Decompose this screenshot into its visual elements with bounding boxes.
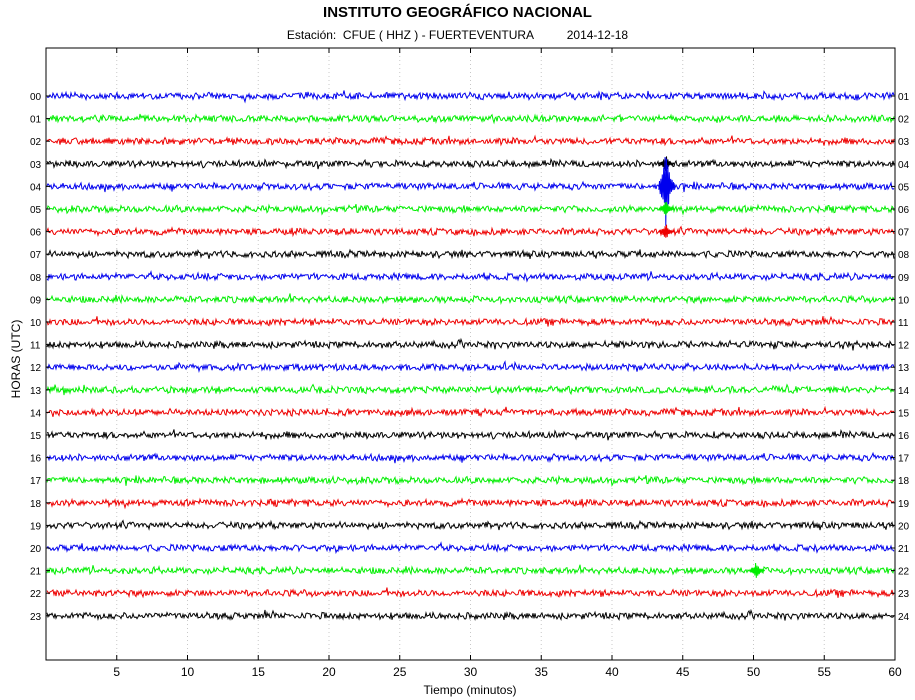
y-tick-label-right: 06 (898, 205, 910, 216)
trace-hour-07 (46, 248, 895, 260)
y-tick-label-left: 22 (30, 589, 42, 600)
y-tick-label-right: 19 (898, 499, 910, 510)
trace-hour-18 (46, 497, 895, 510)
x-tick-label: 20 (322, 665, 336, 679)
y-tick-label-right: 10 (898, 295, 910, 306)
trace-hour-19 (46, 519, 895, 531)
y-tick-label-left: 17 (30, 476, 42, 487)
axes: 5 10 15 20 25 30 35 40 45 50 55 60 00 01 01 02 02 03 03 04 0… (30, 48, 910, 679)
y-axis-label: HORAS (UTC) (9, 320, 23, 399)
y-tick-label-left: 08 (30, 273, 42, 284)
y-tick-label-left: 18 (30, 499, 42, 510)
y-tick-label-left: 01 (30, 115, 42, 126)
record-date: 2014-12-18 (566, 28, 629, 42)
trace-hour-20 (46, 541, 895, 555)
y-tick-label-right: 01 (898, 92, 910, 103)
trace-hour-00 (46, 90, 895, 104)
x-tick-label: 35 (535, 665, 549, 679)
y-tick-label-right: 15 (898, 408, 910, 419)
x-tick-label: 5 (113, 665, 120, 679)
y-tick-label-left: 07 (30, 250, 42, 261)
y-tick-label-right: 20 (898, 521, 910, 532)
station-name: CFUE ( HHZ ) - FUERTEVENTURA (342, 28, 534, 42)
y-tick-label-left: 23 (30, 612, 42, 623)
trace-hour-22 (46, 587, 895, 599)
chart-title: INSTITUTO GEOGRÁFICO NACIONAL (323, 4, 592, 21)
y-tick-label-right: 13 (898, 363, 910, 374)
trace-hour-03 (46, 157, 895, 170)
trace-hour-14 (46, 405, 895, 418)
x-tick-label: 45 (676, 665, 690, 679)
y-tick-label-right: 24 (898, 612, 910, 623)
x-tick-label: 30 (464, 665, 478, 679)
y-tick-label-right: 16 (898, 431, 910, 442)
y-tick-label-left: 11 (30, 341, 41, 352)
x-tick-label: 25 (393, 665, 407, 679)
y-tick-label-left: 15 (30, 431, 42, 442)
y-tick-label-right: 11 (898, 318, 909, 329)
y-tick-label-left: 13 (30, 386, 42, 397)
y-tick-label-right: 04 (898, 160, 910, 171)
event-waveform (658, 156, 675, 226)
y-tick-label-left: 12 (30, 363, 42, 374)
trace-hour-13 (46, 383, 895, 396)
trace-hour-01 (46, 113, 895, 125)
y-tick-label-right: 03 (898, 137, 910, 148)
y-tick-label-right: 05 (898, 182, 910, 193)
event-waveform (658, 202, 675, 216)
y-tick-label-left: 05 (30, 205, 42, 216)
x-tick-label: 15 (252, 665, 266, 679)
y-tick-label-right: 17 (898, 454, 910, 465)
y-tick-label-left: 10 (30, 318, 42, 329)
y-tick-label-left: 16 (30, 454, 42, 465)
x-tick-label: 50 (747, 665, 761, 679)
station-label: Estación: (286, 28, 337, 42)
y-tick-label-right: 18 (898, 476, 910, 487)
trace-hour-16 (46, 451, 895, 464)
y-tick-label-left: 04 (30, 182, 42, 193)
chart-subtitle: Estación: CFUE ( HHZ ) - FUERTEVENTURA 2… (0, 28, 915, 42)
y-tick-label-right: 14 (898, 386, 910, 397)
trace-hour-17 (46, 474, 895, 487)
y-tick-label-left: 02 (30, 137, 42, 148)
y-tick-label-right: 09 (898, 273, 910, 284)
x-tick-label: 40 (605, 665, 619, 679)
seismic-traces (46, 90, 895, 622)
y-tick-label-right: 21 (898, 544, 910, 555)
y-tick-label-left: 09 (30, 295, 42, 306)
y-tick-label-left: 20 (30, 544, 42, 555)
y-tick-label-right: 08 (898, 250, 910, 261)
y-tick-label-left: 19 (30, 521, 42, 532)
trace-hour-10 (46, 315, 895, 328)
trace-hour-02 (46, 134, 895, 147)
event-waveform (658, 156, 675, 171)
y-tick-label-right: 12 (898, 341, 910, 352)
trace-hour-05 (46, 203, 895, 216)
y-tick-label-right: 23 (898, 589, 910, 600)
trace-hour-15 (46, 429, 895, 441)
y-tick-label-left: 00 (30, 92, 42, 103)
y-tick-label-right: 22 (898, 567, 910, 578)
trace-hour-08 (46, 269, 895, 283)
y-tick-label-left: 21 (30, 567, 42, 578)
y-tick-label-right: 07 (898, 228, 910, 239)
y-tick-label-left: 06 (30, 228, 42, 239)
y-tick-label-right: 02 (898, 115, 910, 126)
y-tick-label-left: 14 (30, 408, 42, 419)
trace-hour-06 (46, 225, 895, 238)
trace-hour-12 (46, 360, 895, 373)
event-waveform (748, 562, 766, 578)
trace-hour-09 (46, 293, 895, 306)
x-tick-label: 10 (181, 665, 195, 679)
event-waveform (658, 224, 675, 238)
trace-hour-23 (46, 608, 895, 622)
trace-hour-11 (46, 337, 895, 351)
trace-hour-04 (46, 180, 895, 193)
x-tick-label: 55 (818, 665, 832, 679)
x-axis-label: Tiempo (minutos) (424, 683, 517, 697)
x-tick-label: 60 (888, 665, 902, 679)
y-tick-label-left: 03 (30, 160, 42, 171)
